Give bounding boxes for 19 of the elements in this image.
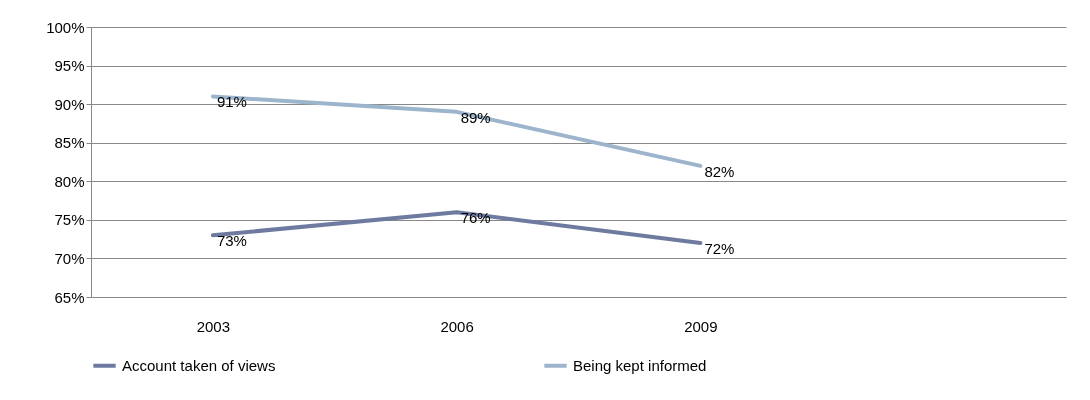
y-tick-label: 70%: [54, 249, 85, 267]
y-tick-label: 100%: [46, 18, 85, 36]
x-tick-label: 2006: [440, 317, 474, 335]
data-label: 82%: [704, 162, 735, 180]
legend-label: Account taken of views: [122, 356, 276, 374]
y-tick-label: 90%: [54, 95, 85, 113]
y-tick-label: 65%: [54, 288, 85, 306]
legend-label: Being kept informed: [573, 356, 707, 374]
data-label: 91%: [216, 93, 247, 111]
y-tick-label: 80%: [54, 172, 85, 190]
x-tick-label: 2009: [684, 317, 718, 335]
y-tick-label: 75%: [54, 211, 85, 229]
y-tick-label: 85%: [54, 134, 85, 152]
data-label: 72%: [704, 240, 735, 257]
data-label: 76%: [460, 209, 491, 227]
data-label: 73%: [216, 232, 247, 250]
y-tick-label: 95%: [54, 57, 85, 75]
x-tick-label: 2003: [196, 317, 231, 335]
data-label: 89%: [460, 108, 491, 126]
